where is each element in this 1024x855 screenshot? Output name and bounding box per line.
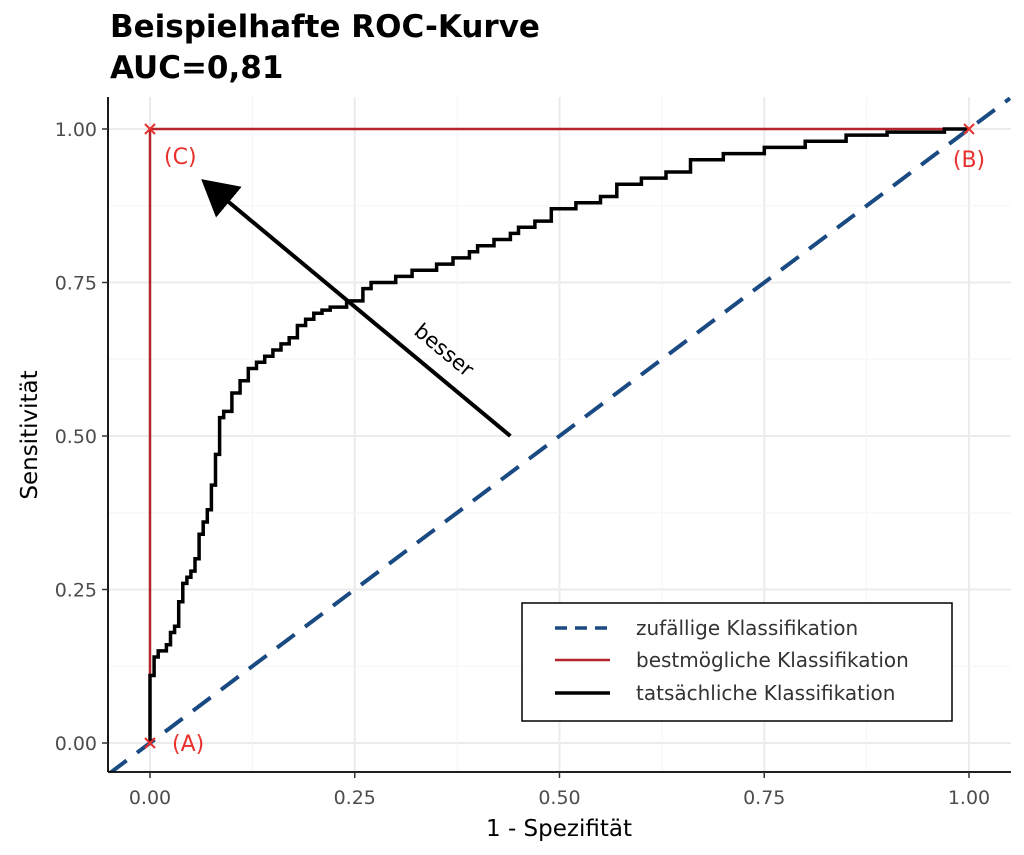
series-random-line — [108, 97, 1011, 772]
point-label-0: (A) — [172, 732, 204, 757]
legend-label-best: bestmögliche Klassifikation — [636, 648, 909, 672]
x-tick-label-1: 0.25 — [334, 787, 376, 809]
x-axis-title: 1 - Spezifität — [486, 816, 632, 842]
series-actual-line — [148, 127, 969, 743]
y-ticks: 0.00 0.25 0.50 0.75 1.00 — [55, 119, 108, 755]
chart-title-line-2: AUC=0,81 — [110, 50, 283, 86]
y-tick-label-0: 0.00 — [55, 733, 97, 755]
y-tick-label-3: 0.75 — [55, 273, 97, 295]
x-tick-label-4: 1.00 — [948, 787, 990, 809]
point-marker-0 — [144, 737, 156, 749]
points-layer: (A) (B) (C) — [144, 123, 985, 757]
x-tick-label-0: 0.00 — [129, 787, 171, 809]
x-tick-label-3: 0.75 — [743, 787, 785, 809]
legend-box — [521, 602, 953, 722]
point-label-2: (C) — [164, 145, 197, 170]
x-tick-label-2: 0.50 — [538, 787, 580, 809]
y-tick-label-1: 0.25 — [55, 580, 97, 602]
chart-title-line-1: Beispielhafte ROC-Kurve — [110, 9, 540, 45]
legend: zufällige Klassifikation bestmögliche Kl… — [521, 602, 953, 722]
y-tick-label-2: 0.50 — [55, 426, 97, 448]
legend-label-actual: tatsächliche Klassifikation — [636, 681, 895, 705]
y-axis-title: Sensitivität — [17, 370, 43, 499]
legend-label-random: zufällige Klassifikation — [636, 616, 858, 640]
point-marker-2 — [144, 123, 156, 135]
besser-arrow — [201, 179, 512, 438]
besser-label: besser — [410, 319, 479, 382]
point-marker-1 — [963, 123, 975, 135]
point-label-1: (B) — [953, 148, 985, 173]
x-ticks: 0.00 0.25 0.50 0.75 1.00 — [129, 772, 990, 809]
y-tick-label-4: 1.00 — [55, 119, 97, 141]
